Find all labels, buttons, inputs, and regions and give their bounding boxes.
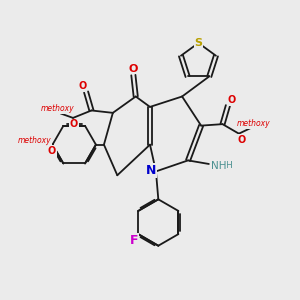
Text: O: O: [70, 119, 78, 129]
Text: O: O: [227, 95, 236, 105]
Text: methoxy: methoxy: [41, 104, 74, 113]
Text: O: O: [129, 64, 138, 74]
Text: O: O: [48, 146, 56, 156]
Text: NH: NH: [211, 161, 226, 171]
Text: methoxy: methoxy: [18, 136, 52, 145]
Text: S: S: [194, 38, 202, 48]
Text: methoxy: methoxy: [236, 119, 270, 128]
Text: O: O: [78, 81, 87, 91]
Text: O: O: [238, 135, 246, 145]
Text: N: N: [146, 164, 156, 177]
Text: F: F: [130, 234, 138, 247]
Text: H: H: [225, 161, 232, 170]
